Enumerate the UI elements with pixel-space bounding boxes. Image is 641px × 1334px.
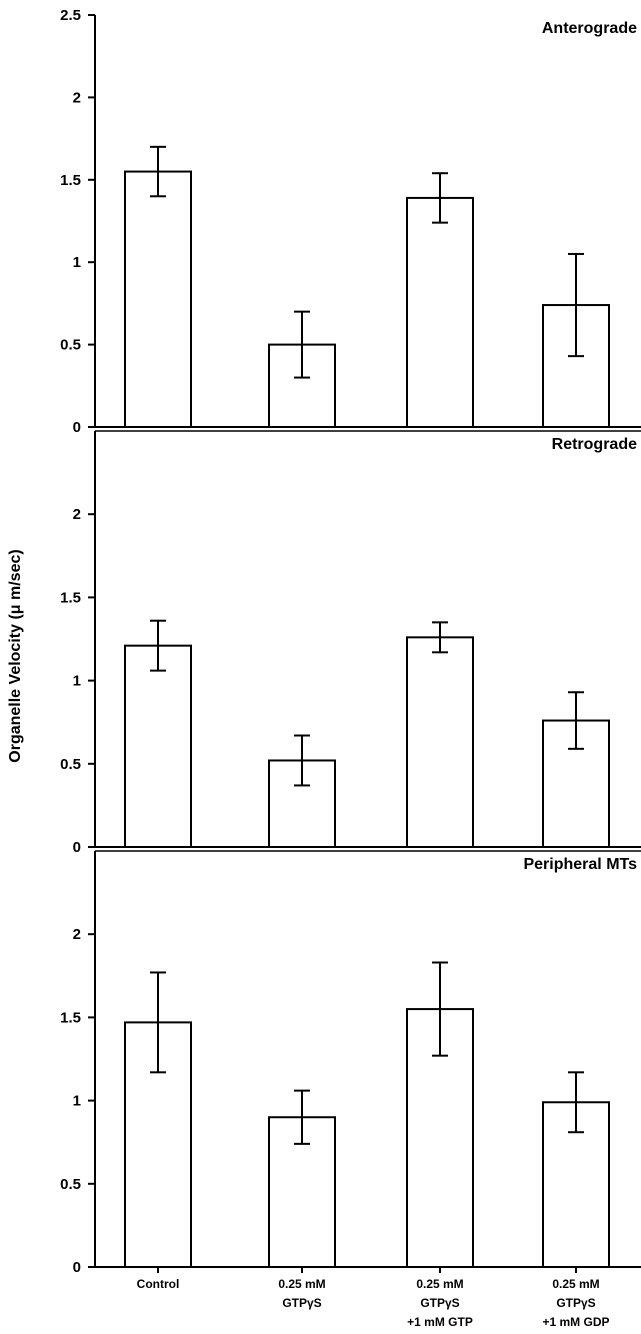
panel-title: Peripheral MTs <box>523 856 637 873</box>
y-tick-label: 1.5 <box>60 172 81 189</box>
chart-panels: 0 0.5 1 1.5 2 2.5 Anterograde 0 0.5 1 1.5 2 Retrogra… <box>60 7 641 1276</box>
panel-title: Retrograde <box>552 436 637 453</box>
y-tick-label: 1.5 <box>60 1009 81 1026</box>
y-axis-label: Organelle Velocity (μ m/sec) <box>7 549 24 762</box>
bar <box>542 304 610 429</box>
panel-1: 0 0.5 1 1.5 2 Retrograde <box>60 430 641 856</box>
panel-title: Anterograde <box>542 20 637 37</box>
bar <box>124 170 192 428</box>
bar <box>406 196 474 428</box>
y-tick-label: 0.5 <box>60 337 81 354</box>
x-category-label: 0.25 mM GTPγS +1 mM GTP <box>407 1277 473 1329</box>
y-tick-label: 2 <box>73 506 81 523</box>
y-tick-label: 2 <box>73 926 81 943</box>
y-tick-label: 0.5 <box>60 1176 81 1193</box>
y-tick-label: 1.5 <box>60 589 81 606</box>
bar <box>124 644 192 848</box>
y-tick-label: 1 <box>73 254 81 271</box>
x-category-label: 0.25 mM GTPγS +1 mM GDP <box>542 1277 609 1329</box>
y-tick-label: 1 <box>73 673 81 690</box>
x-category-label: Control <box>137 1277 180 1291</box>
bar <box>406 636 474 848</box>
x-axis-categories: Control 0.25 mM GTPγS 0.25 mM GTPγS +1 mM GTP… <box>137 1267 610 1329</box>
y-tick-label: 0 <box>73 419 81 436</box>
y-tick-label: 2.5 <box>60 7 81 24</box>
y-tick-label: 1 <box>73 1093 81 1110</box>
x-category-label: 0.25 mM GTPγS <box>278 1277 325 1310</box>
y-tick-label: 0 <box>73 839 81 856</box>
panel-2: 0 0.5 1 1.5 2 Peripheral MTs <box>60 850 641 1276</box>
y-tick-label: 0.5 <box>60 756 81 773</box>
y-tick-label: 0 <box>73 1259 81 1276</box>
y-tick-label: 2 <box>73 89 81 106</box>
panel-0: 0 0.5 1 1.5 2 2.5 Anterograde <box>60 7 641 436</box>
